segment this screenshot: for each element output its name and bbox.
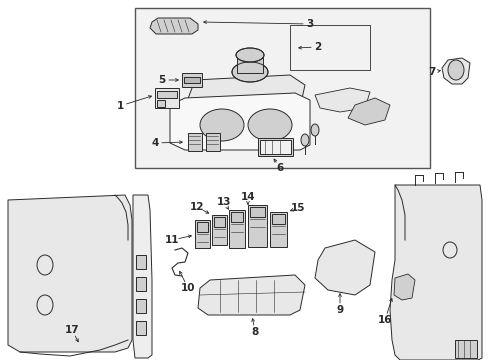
Bar <box>136 255 146 269</box>
Ellipse shape <box>447 60 463 80</box>
Polygon shape <box>393 274 414 300</box>
Bar <box>269 212 286 247</box>
Polygon shape <box>441 58 469 84</box>
Bar <box>157 91 177 98</box>
Text: 15: 15 <box>290 203 305 213</box>
Polygon shape <box>314 240 374 295</box>
Text: 14: 14 <box>240 192 255 202</box>
Ellipse shape <box>247 109 291 141</box>
Polygon shape <box>8 195 132 352</box>
Text: 8: 8 <box>251 327 258 337</box>
Ellipse shape <box>236 48 264 62</box>
Bar <box>454 340 476 358</box>
Bar <box>237 55 263 73</box>
Bar <box>249 207 264 217</box>
Text: 2: 2 <box>314 42 321 52</box>
Polygon shape <box>150 18 198 34</box>
Bar <box>271 214 285 224</box>
Bar <box>136 277 146 291</box>
Bar <box>247 205 266 247</box>
Bar <box>182 73 202 87</box>
Ellipse shape <box>231 62 267 82</box>
Bar <box>212 215 226 245</box>
Text: 9: 9 <box>336 305 343 315</box>
Polygon shape <box>180 75 305 130</box>
Text: 5: 5 <box>158 75 165 85</box>
Text: 3: 3 <box>306 19 313 29</box>
Text: 6: 6 <box>276 163 283 173</box>
Text: 7: 7 <box>427 67 435 77</box>
Bar <box>187 133 202 151</box>
Polygon shape <box>133 195 152 358</box>
Bar <box>195 220 209 248</box>
Bar <box>260 140 290 154</box>
Bar <box>205 133 220 151</box>
Bar <box>157 100 164 107</box>
Polygon shape <box>170 93 309 150</box>
Text: 1: 1 <box>116 101 123 111</box>
Text: 10: 10 <box>181 283 195 293</box>
Ellipse shape <box>301 134 308 146</box>
Text: 16: 16 <box>377 315 391 325</box>
Text: 12: 12 <box>189 202 204 212</box>
Polygon shape <box>198 275 305 315</box>
Text: 4: 4 <box>151 138 159 148</box>
Text: 17: 17 <box>64 325 79 335</box>
Bar <box>228 210 244 248</box>
Bar <box>135 8 429 168</box>
Polygon shape <box>314 88 369 112</box>
Bar <box>258 138 292 156</box>
Bar <box>289 25 369 70</box>
Bar <box>214 217 224 227</box>
Bar <box>230 212 243 222</box>
Bar <box>197 222 207 232</box>
Text: 11: 11 <box>164 235 179 245</box>
Bar <box>136 321 146 335</box>
Bar <box>155 88 179 108</box>
Ellipse shape <box>200 109 244 141</box>
Text: 13: 13 <box>216 197 231 207</box>
Ellipse shape <box>310 124 318 136</box>
Polygon shape <box>389 185 481 360</box>
Bar <box>183 77 200 83</box>
Polygon shape <box>347 98 389 125</box>
Bar <box>136 299 146 313</box>
